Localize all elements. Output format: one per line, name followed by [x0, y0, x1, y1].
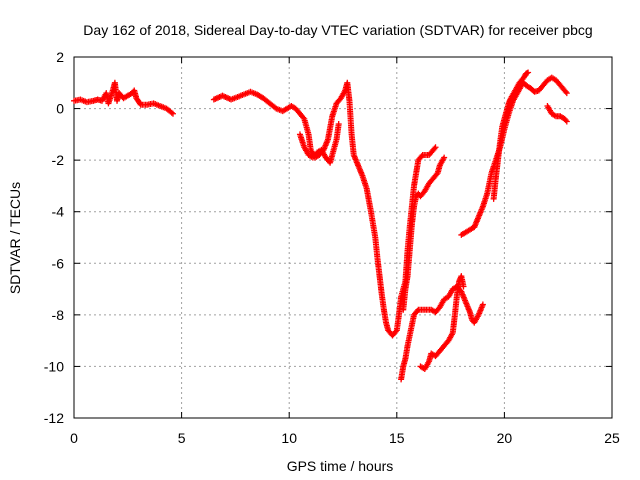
- data-point: [431, 145, 438, 152]
- data-point: [460, 283, 467, 290]
- data-point: [168, 109, 175, 116]
- x-tick-label: 20: [497, 430, 513, 446]
- y-tick-label: -10: [44, 358, 64, 374]
- data-point: [300, 114, 307, 121]
- sdtvar-segment-6: [417, 273, 467, 373]
- grid: [74, 57, 612, 418]
- data-points: [71, 69, 570, 383]
- data-point: [392, 328, 399, 335]
- data-point: [441, 154, 448, 161]
- y-tick-label: -8: [52, 307, 65, 323]
- data-point: [525, 69, 532, 76]
- data-point: [418, 153, 425, 160]
- x-tick-label: 5: [178, 430, 186, 446]
- data-point: [479, 301, 486, 308]
- x-tick-label: 15: [389, 430, 405, 446]
- sdtvar-segment-4: [398, 283, 486, 383]
- x-tick-label: 25: [604, 430, 620, 446]
- y-tick-label: -4: [52, 204, 65, 220]
- y-tick-label: 2: [56, 49, 64, 65]
- data-point: [563, 118, 570, 125]
- y-tick-label: 0: [56, 101, 64, 117]
- data-point: [169, 110, 176, 117]
- x-axis-label: GPS time / hours: [287, 458, 394, 474]
- sdtvar-segment-3: [296, 121, 342, 166]
- sdtvar-segment-8: [490, 69, 532, 202]
- sdtvar-segment-9: [544, 102, 570, 125]
- plot-frame: [73, 56, 613, 419]
- sdtvar-segment-7: [458, 74, 570, 238]
- data-point: [335, 121, 342, 128]
- x-tick-label: 10: [281, 430, 297, 446]
- y-tick-label: -2: [52, 152, 65, 168]
- data-point: [432, 144, 439, 151]
- data-point: [562, 88, 569, 95]
- data-point: [414, 307, 421, 314]
- y-tick-label: -12: [44, 410, 64, 426]
- x-tick-label: 0: [70, 430, 78, 446]
- data-point: [562, 117, 569, 124]
- sdtvar-segment-2: [210, 79, 439, 339]
- data-point: [563, 90, 570, 97]
- y-tick-label: -6: [52, 255, 65, 271]
- chart-title: Day 162 of 2018, Sidereal Day-to-day VTE…: [83, 22, 592, 38]
- sdtvar-segment-5: [400, 154, 448, 313]
- sdtvar-segment-1: [71, 79, 176, 117]
- y-axis-label: SDTVAR / TECUs: [7, 182, 23, 294]
